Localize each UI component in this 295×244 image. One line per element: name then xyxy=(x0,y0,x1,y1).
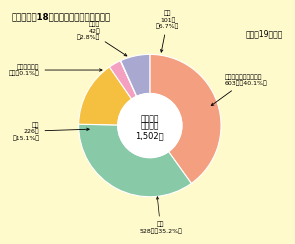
Wedge shape xyxy=(79,124,191,197)
Text: 1,502人: 1,502人 xyxy=(135,131,164,140)
Text: 一酸化炭素中毒・窒息
603人（40.1%）: 一酸化炭素中毒・窒息 603人（40.1%） xyxy=(211,74,267,106)
Text: 自殺
226人
（15.1%）: 自殺 226人 （15.1%） xyxy=(12,122,89,141)
Circle shape xyxy=(118,93,182,158)
Text: の死者数: の死者数 xyxy=(141,122,159,131)
Wedge shape xyxy=(120,61,137,96)
Wedge shape xyxy=(121,54,150,96)
Text: （平成19年中）: （平成19年中） xyxy=(246,29,283,38)
Wedge shape xyxy=(109,61,137,99)
Wedge shape xyxy=(79,67,132,125)
Text: その他
42人
（2.8%）: その他 42人 （2.8%） xyxy=(77,21,127,56)
Text: 第１－１－18図　死因別の死者発生状況: 第１－１－18図 死因別の死者発生状況 xyxy=(12,12,111,21)
Text: 不明
101人
（6.7%）: 不明 101人 （6.7%） xyxy=(156,11,179,52)
Text: 建物火災: 建物火災 xyxy=(141,114,159,123)
Wedge shape xyxy=(150,54,221,183)
Text: 火傷
528人（35.2%）: 火傷 528人（35.2%） xyxy=(139,197,182,234)
Text: 打撲・骨折等
２人（0.1%）: 打撲・骨折等 ２人（0.1%） xyxy=(9,64,102,76)
